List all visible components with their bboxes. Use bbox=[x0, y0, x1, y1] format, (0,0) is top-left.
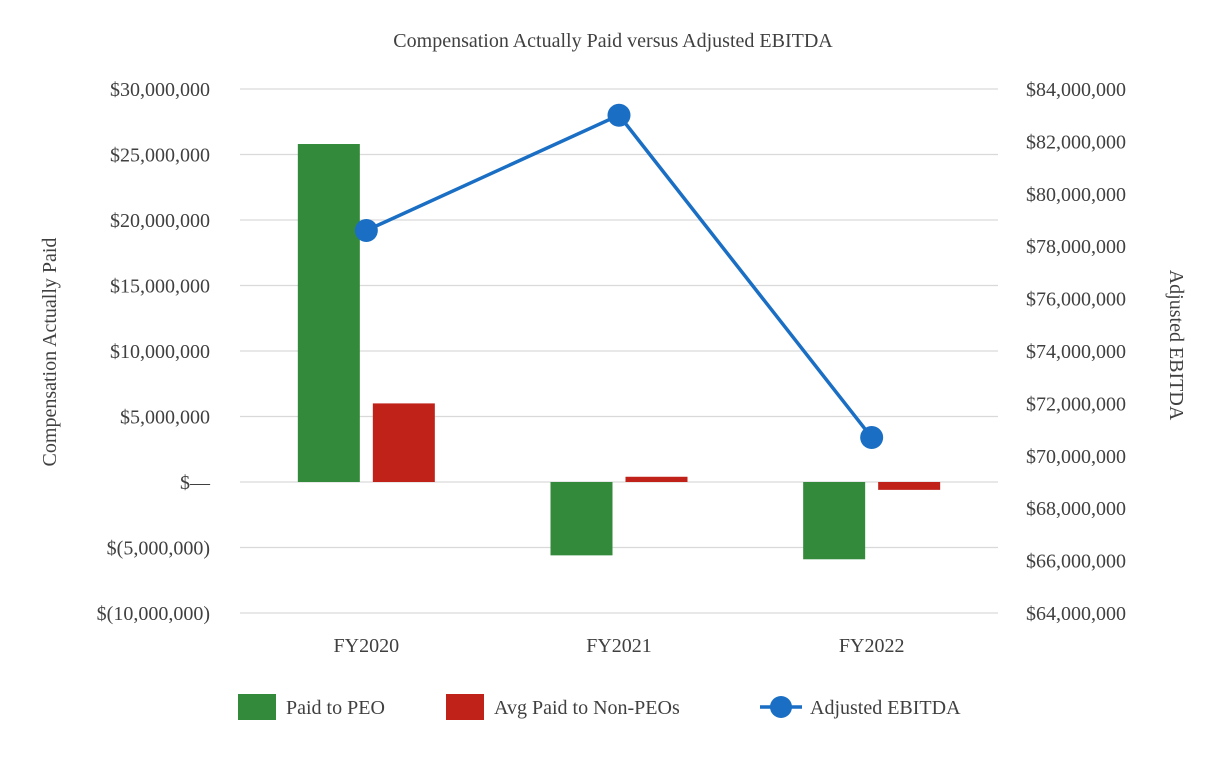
right-tick-label: $82,000,000 bbox=[1026, 131, 1126, 153]
right-tick-label: $68,000,000 bbox=[1026, 498, 1126, 520]
right-tick-label: $64,000,000 bbox=[1026, 603, 1126, 625]
right-tick-label: $70,000,000 bbox=[1026, 446, 1126, 468]
right-axis-ticks: $64,000,000 $66,000,000 $68,000,000 $70,000… bbox=[1026, 79, 1126, 625]
legend-marker-adjusted-ebitda bbox=[770, 696, 792, 718]
right-tick-label: $80,000,000 bbox=[1026, 184, 1126, 206]
legend-label-paid-to-peo: Paid to PEO bbox=[286, 697, 385, 719]
left-axis-ticks: $(10,000,000) $(5,000,000) $— $5,000,000 $10… bbox=[97, 79, 211, 625]
left-tick-label: $25,000,000 bbox=[110, 145, 210, 167]
bar-paid-to-peo-fy2022 bbox=[803, 482, 866, 560]
line-adjusted-ebitda bbox=[365, 113, 874, 439]
legend-swatch-paid-to-peo bbox=[238, 694, 276, 720]
legend-label-adjusted-ebitda: Adjusted EBITDA bbox=[810, 697, 961, 719]
legend: Paid to PEO Avg Paid to Non-PEOs Adjusted … bbox=[238, 694, 961, 720]
bar-avg-paid-to-non-peos-fy2022 bbox=[878, 482, 941, 490]
bar-paid-to-peo-fy2021 bbox=[550, 482, 613, 556]
left-tick-label: $10,000,000 bbox=[110, 341, 210, 363]
bar-series bbox=[297, 144, 941, 560]
right-tick-label: $84,000,000 bbox=[1026, 79, 1126, 101]
left-tick-label: $— bbox=[180, 472, 211, 494]
right-tick-label: $72,000,000 bbox=[1026, 393, 1126, 415]
left-tick-label: $15,000,000 bbox=[110, 276, 210, 298]
line-series bbox=[354, 103, 884, 449]
right-tick-label: $78,000,000 bbox=[1026, 236, 1126, 258]
right-axis-label: Adjusted EBITDA bbox=[1165, 270, 1187, 421]
left-tick-label: $30,000,000 bbox=[110, 79, 210, 101]
bar-avg-paid-to-non-peos-fy2021 bbox=[625, 476, 688, 482]
category-label: FY2020 bbox=[334, 635, 400, 657]
chart-title: Compensation Actually Paid versus Adjust… bbox=[393, 30, 833, 52]
bar-paid-to-peo-fy2020 bbox=[297, 144, 360, 482]
point-adjusted-ebitda-fy2022 bbox=[860, 425, 884, 449]
left-tick-label: $5,000,000 bbox=[120, 407, 210, 429]
left-axis-label: Compensation Actually Paid bbox=[39, 238, 61, 467]
bar-avg-paid-to-non-peos-fy2020 bbox=[372, 403, 435, 482]
right-tick-label: $74,000,000 bbox=[1026, 341, 1126, 363]
left-tick-label: $(5,000,000) bbox=[107, 538, 210, 560]
category-axis-ticks: FY2020 FY2021 FY2022 bbox=[334, 635, 905, 657]
category-label: FY2022 bbox=[839, 635, 905, 657]
point-adjusted-ebitda-fy2020 bbox=[354, 218, 378, 242]
left-tick-label: $20,000,000 bbox=[110, 210, 210, 232]
point-adjusted-ebitda-fy2021 bbox=[607, 103, 631, 127]
legend-label-avg-paid-to-non-peos: Avg Paid to Non-PEOs bbox=[494, 697, 680, 719]
legend-swatch-avg-paid-to-non-peos bbox=[446, 694, 484, 720]
left-tick-label: $(10,000,000) bbox=[97, 603, 210, 625]
right-tick-label: $76,000,000 bbox=[1026, 289, 1126, 311]
right-tick-label: $66,000,000 bbox=[1026, 551, 1126, 573]
category-label: FY2021 bbox=[586, 635, 652, 657]
